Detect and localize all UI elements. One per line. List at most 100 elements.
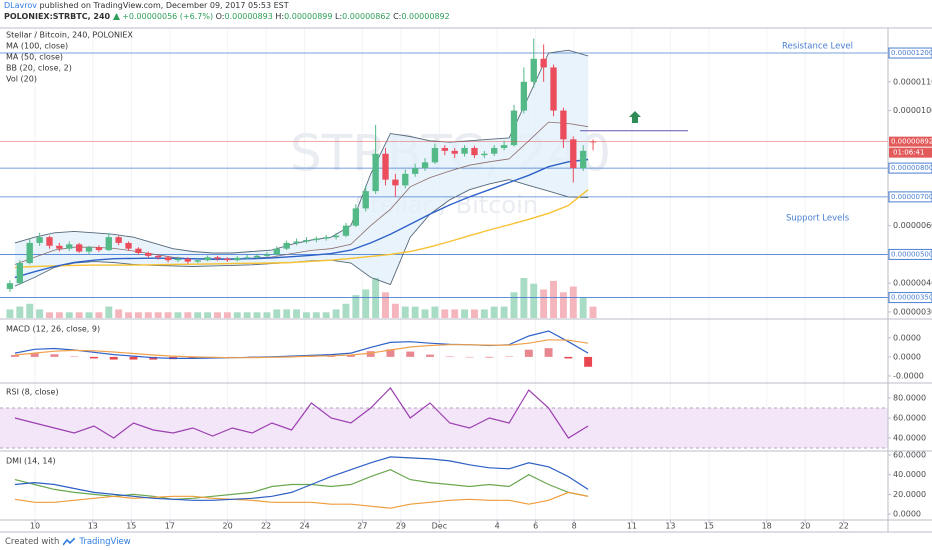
x-tick-label: 20 (800, 522, 810, 531)
candle-body (293, 241, 300, 243)
last-price-label: 0.00000892 (891, 138, 932, 146)
brand[interactable]: TradingView (79, 537, 131, 547)
volume-bar (273, 309, 281, 318)
volume-bar (500, 306, 508, 318)
histogram-bar (544, 348, 553, 357)
line-series (14, 387, 589, 439)
candle-body (85, 247, 93, 252)
countdown-label: 01:06:41 (893, 149, 924, 157)
candle-body (441, 147, 448, 151)
x-tick-label: 15 (126, 522, 136, 531)
volume-bar (569, 286, 577, 318)
histogram-bar (129, 356, 138, 360)
publish-info: published on TradingView.com, December 0… (37, 1, 289, 10)
volume-bar (6, 309, 14, 318)
change-arrow-icon (112, 13, 120, 20)
x-tick-label: 18 (762, 522, 772, 531)
legend-entry: BB (20, close, 2) (6, 64, 72, 73)
candle-body (164, 257, 172, 261)
band-fill (0, 408, 888, 448)
pane-title: DMI (14, 14) (6, 457, 56, 466)
ohlc-key: L: (335, 12, 343, 21)
candle-body (26, 242, 33, 264)
candle-body (323, 237, 330, 239)
candle-body (580, 150, 587, 169)
candle-body (66, 244, 73, 249)
change: +0.00000056 (+6.7%) (122, 12, 214, 21)
volume-bar (293, 309, 301, 318)
line-series (14, 49, 589, 254)
x-tick-label: 15 (704, 522, 714, 531)
created-with: Created with (5, 537, 60, 547)
candle-body (461, 147, 468, 154)
x-tick-label: 4 (495, 522, 500, 531)
volume-bar (579, 298, 587, 318)
x-tick-label: 24 (300, 522, 310, 531)
pane-title: RSI (8, close) (6, 388, 59, 397)
y-tick-label: 0.0000 (893, 510, 921, 519)
volume-bar (164, 312, 172, 318)
candle-body (530, 58, 537, 82)
volume-bar (480, 309, 488, 318)
header: DLavrov published on TradingView.com, De… (4, 0, 450, 22)
candle-body (540, 58, 547, 68)
ohlc-key: C: (393, 12, 402, 21)
x-tick-label: 6 (533, 522, 538, 531)
y-tick-label: 20.0000 (893, 490, 926, 499)
volume-bar (134, 312, 142, 318)
level-label-box (888, 292, 932, 304)
level-label-box (888, 191, 932, 203)
footer: Created with TradingView (5, 537, 131, 547)
x-tick-label: 8 (572, 522, 577, 531)
volume-bar (520, 278, 528, 318)
candle-body (273, 248, 280, 255)
candle-body (550, 67, 557, 111)
line-series (14, 339, 589, 359)
candle-body (155, 255, 162, 258)
histogram-bar (89, 356, 98, 359)
line-series (14, 158, 589, 279)
y-tick-label: 0.00001000 (893, 106, 932, 115)
volume-bar (451, 309, 459, 318)
x-tick-label: 29 (396, 522, 406, 531)
volume-bar (332, 309, 340, 318)
candle-body (16, 263, 23, 284)
ohlc-value: 0.00000893 (224, 12, 273, 21)
plot: 10 13 15 17 20 22 24 27 29 Dec 4 6 8 11 13 15 18 20 22 0.00… (0, 38, 932, 531)
histogram-bar (30, 353, 39, 357)
line-series (14, 189, 589, 269)
volume-bar (65, 312, 73, 318)
volume-bar (411, 306, 419, 318)
level-label: 0.00000350 (891, 294, 932, 302)
line-series (14, 491, 589, 509)
candle-body (234, 257, 241, 261)
candle-body (283, 242, 290, 249)
volume-bar (174, 312, 182, 318)
y-tick-label: 0.00000600 (893, 221, 932, 230)
countdown-box (889, 147, 932, 158)
candle-body (352, 208, 360, 226)
volume-bar (144, 312, 152, 318)
legend-entry: MA (100, close) (6, 42, 68, 51)
candle-body (362, 191, 369, 209)
volume-bar (263, 312, 271, 318)
level-label-box (888, 248, 932, 260)
candle-body (174, 258, 182, 261)
author[interactable]: DLavrov (4, 1, 37, 10)
symbol: POLONIEX:STRBTC, 240 (4, 12, 111, 21)
x-tick-label: 20 (222, 522, 232, 531)
volume-bar (233, 312, 241, 318)
volume-bar (154, 312, 162, 318)
level-label: 0.00000500 (891, 250, 932, 258)
histogram-bar (485, 356, 494, 358)
volume-bar (214, 312, 221, 318)
x-tick-label: 22 (839, 522, 849, 531)
histogram-bar (109, 356, 118, 360)
candle-body (491, 147, 498, 154)
arrow-up-icon (629, 111, 641, 123)
candle-body (520, 81, 528, 111)
line-series (14, 469, 589, 500)
level-label-box (888, 162, 932, 174)
candle-body (560, 110, 567, 140)
